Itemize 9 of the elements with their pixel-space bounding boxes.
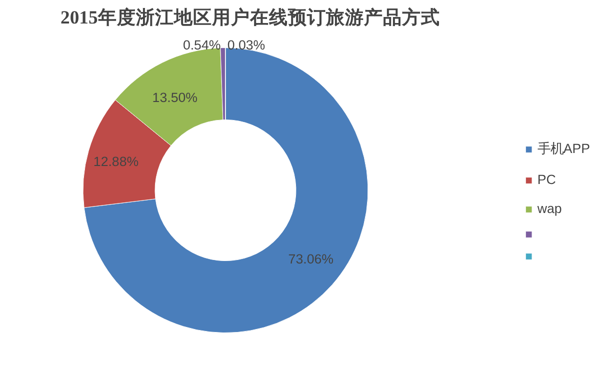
chart-title: 2015年度浙江地区用户在线预订旅游产品方式 [60, 6, 440, 28]
data-label: 73.06% [288, 251, 334, 266]
legend-label: 手机APP [537, 140, 590, 158]
data-label: 0.03% [227, 38, 266, 53]
data-label: 12.88% [93, 154, 139, 169]
data-label: 13.50% [152, 90, 198, 105]
data-label: 0.54% [182, 38, 221, 53]
legend-label: PC [537, 172, 557, 187]
legend-label: wap [537, 201, 562, 216]
